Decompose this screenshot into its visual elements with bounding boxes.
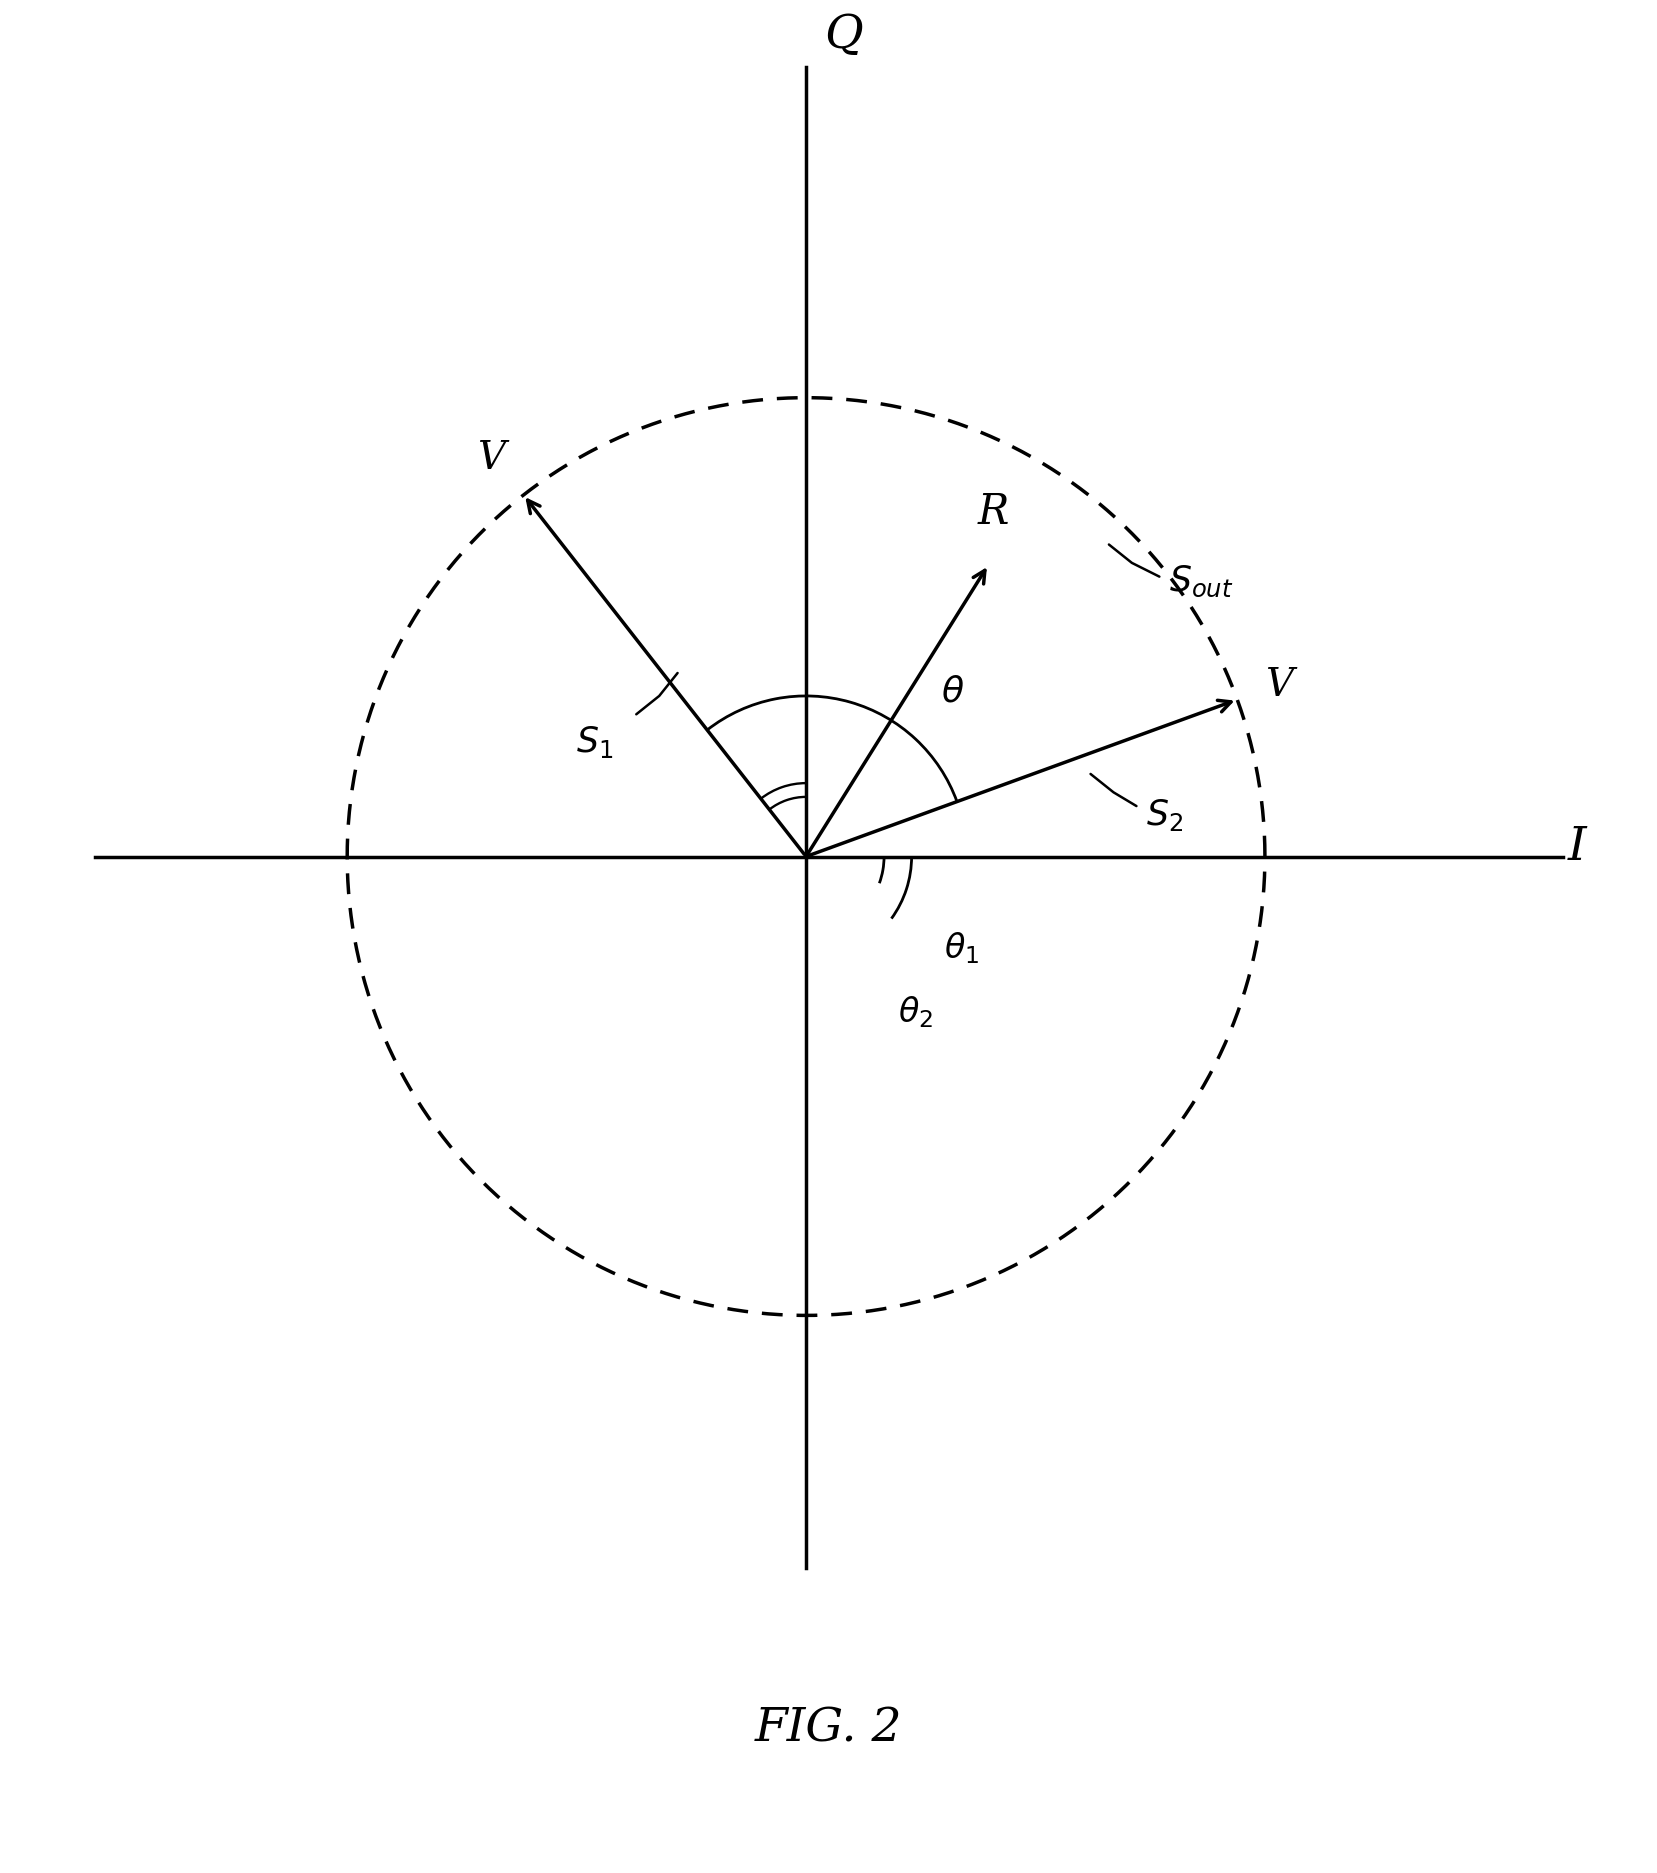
Text: $\mathit{S}_1$: $\mathit{S}_1$	[577, 723, 613, 760]
Text: $\mathit{S}_2$: $\mathit{S}_2$	[1145, 798, 1181, 833]
Text: FIG. 2: FIG. 2	[754, 1706, 903, 1751]
Text: V: V	[1264, 667, 1292, 704]
Text: $\mathit{S}_{out}$: $\mathit{S}_{out}$	[1168, 564, 1233, 599]
Text: R: R	[976, 491, 1007, 532]
Text: $\theta$: $\theta$	[941, 674, 964, 708]
Text: Q: Q	[824, 13, 863, 58]
Text: I: I	[1568, 824, 1586, 869]
Text: $\theta_2$: $\theta_2$	[898, 995, 933, 1030]
Text: V: V	[477, 440, 505, 476]
Text: $\theta_1$: $\theta_1$	[943, 931, 978, 966]
